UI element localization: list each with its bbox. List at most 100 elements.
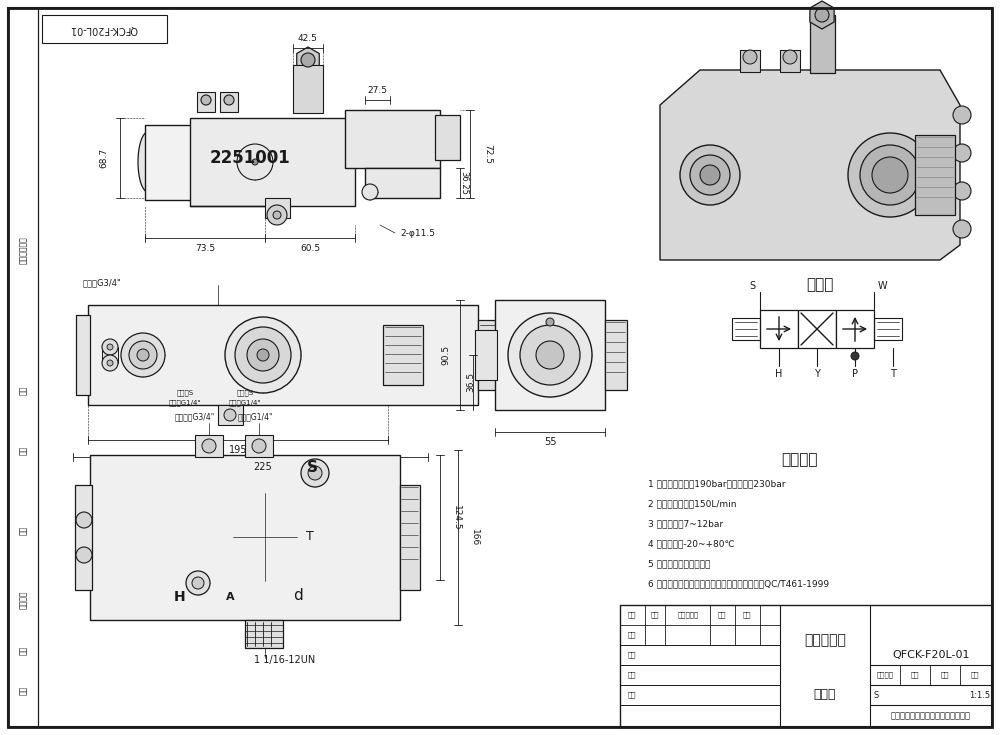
Circle shape bbox=[107, 360, 113, 366]
Text: 5 工作介质：抗磨液压油: 5 工作介质：抗磨液压油 bbox=[648, 559, 710, 568]
Text: 1 压力：额定压力190bar，最大压力230bar: 1 压力：额定压力190bar，最大压力230bar bbox=[648, 479, 786, 489]
Circle shape bbox=[860, 145, 920, 205]
Bar bbox=[605, 320, 627, 390]
Ellipse shape bbox=[138, 132, 158, 192]
Circle shape bbox=[129, 341, 157, 369]
Bar bbox=[495, 300, 605, 410]
Bar bbox=[265, 198, 290, 218]
Circle shape bbox=[301, 459, 329, 487]
Bar bbox=[732, 318, 760, 340]
Text: Y: Y bbox=[814, 369, 820, 379]
Circle shape bbox=[815, 8, 829, 22]
Text: 2 流量：最大流量150L/min: 2 流量：最大流量150L/min bbox=[648, 500, 736, 509]
Circle shape bbox=[851, 352, 859, 360]
Circle shape bbox=[508, 313, 592, 397]
Text: 原理图: 原理图 bbox=[806, 278, 834, 293]
Circle shape bbox=[224, 95, 234, 105]
Text: 换气率S: 换气率S bbox=[176, 390, 194, 396]
Bar bbox=[435, 115, 460, 160]
Text: 68.7: 68.7 bbox=[100, 148, 108, 168]
Circle shape bbox=[201, 95, 211, 105]
Circle shape bbox=[186, 571, 210, 595]
Text: 2-φ11.5: 2-φ11.5 bbox=[400, 229, 435, 237]
Text: 日期: 日期 bbox=[18, 685, 28, 695]
Text: 1:1.5: 1:1.5 bbox=[969, 690, 991, 700]
Text: QFCK-F20L-01: QFCK-F20L-01 bbox=[70, 24, 138, 34]
Circle shape bbox=[362, 184, 378, 200]
Circle shape bbox=[76, 512, 92, 528]
Circle shape bbox=[257, 349, 269, 361]
Bar bbox=[90, 455, 400, 620]
Bar bbox=[780, 50, 800, 72]
Text: 管道用件登记: 管道用件登记 bbox=[18, 236, 28, 264]
Circle shape bbox=[202, 439, 216, 453]
Circle shape bbox=[680, 145, 740, 205]
Text: 换气率S: 换气率S bbox=[236, 390, 254, 396]
Text: P: P bbox=[852, 369, 858, 379]
Circle shape bbox=[121, 333, 165, 377]
Bar bbox=[293, 65, 323, 113]
Circle shape bbox=[308, 466, 322, 480]
Circle shape bbox=[225, 317, 301, 393]
Text: d: d bbox=[293, 587, 303, 603]
Ellipse shape bbox=[256, 525, 274, 550]
Circle shape bbox=[107, 344, 113, 350]
Text: 审核: 审核 bbox=[628, 672, 636, 678]
Text: 55: 55 bbox=[544, 437, 556, 447]
Bar bbox=[475, 330, 497, 380]
Text: A: A bbox=[226, 592, 234, 602]
Text: 27.5: 27.5 bbox=[368, 85, 388, 95]
Text: 42.5: 42.5 bbox=[298, 34, 318, 43]
Text: 常州市武进安矿液压件制造有限公司: 常州市武进安矿液压件制造有限公司 bbox=[891, 711, 971, 720]
Text: S: S bbox=[306, 459, 318, 475]
Text: 166: 166 bbox=[470, 529, 479, 546]
Bar bbox=[365, 168, 440, 198]
Text: 36.5: 36.5 bbox=[466, 372, 476, 392]
Bar bbox=[760, 310, 798, 348]
Bar bbox=[220, 92, 238, 112]
Circle shape bbox=[872, 157, 908, 193]
Text: S: S bbox=[873, 690, 878, 700]
Bar bbox=[810, 15, 835, 73]
Text: 设计: 设计 bbox=[628, 631, 636, 638]
Bar bbox=[400, 485, 420, 590]
Text: T: T bbox=[890, 369, 896, 379]
Text: QFCK-F20L-01: QFCK-F20L-01 bbox=[892, 650, 970, 660]
Text: 225: 225 bbox=[254, 462, 272, 472]
Text: 标准图号: 标准图号 bbox=[18, 591, 28, 609]
Polygon shape bbox=[297, 47, 319, 73]
Text: 重量: 重量 bbox=[941, 672, 949, 678]
Text: 72.5: 72.5 bbox=[484, 144, 492, 164]
Text: 日期: 日期 bbox=[743, 612, 751, 618]
Polygon shape bbox=[810, 1, 834, 29]
Bar bbox=[195, 435, 223, 457]
Bar bbox=[42, 15, 167, 43]
Circle shape bbox=[102, 355, 118, 371]
Text: 36.25: 36.25 bbox=[460, 171, 468, 195]
Bar bbox=[190, 118, 355, 206]
Text: 90.5: 90.5 bbox=[442, 345, 450, 365]
Text: 校签: 校签 bbox=[18, 526, 28, 534]
Bar bbox=[245, 435, 273, 457]
Bar bbox=[8, 8, 38, 727]
Bar bbox=[197, 92, 215, 112]
Circle shape bbox=[546, 318, 554, 326]
Circle shape bbox=[953, 182, 971, 200]
Circle shape bbox=[247, 339, 279, 371]
Text: 技术参数: 技术参数 bbox=[782, 453, 818, 467]
Text: 图样标记: 图样标记 bbox=[876, 672, 894, 678]
Bar bbox=[345, 110, 440, 168]
Circle shape bbox=[953, 144, 971, 162]
Circle shape bbox=[700, 165, 720, 185]
Circle shape bbox=[237, 144, 273, 180]
Text: 签字: 签字 bbox=[18, 645, 28, 655]
Text: S: S bbox=[749, 281, 755, 291]
Text: W: W bbox=[877, 281, 887, 291]
Text: 进气口G1/4": 进气口G1/4" bbox=[237, 412, 273, 421]
Text: 73.5: 73.5 bbox=[195, 243, 215, 253]
Bar bbox=[740, 50, 760, 72]
Circle shape bbox=[252, 159, 258, 165]
Polygon shape bbox=[660, 70, 960, 260]
Circle shape bbox=[224, 409, 236, 421]
Text: 签字: 签字 bbox=[718, 612, 726, 618]
